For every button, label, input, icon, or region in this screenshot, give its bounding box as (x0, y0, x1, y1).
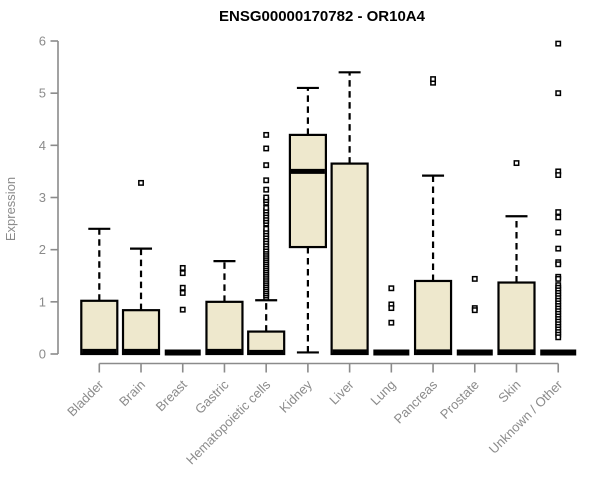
x-category-label-text: Kidney (276, 377, 315, 416)
y-axis: 0 1 2 3 4 5 6 (39, 34, 59, 362)
box-skin (497, 160, 536, 356)
y-axis-label: Expression (3, 177, 18, 241)
x-category-label: Gastric (192, 377, 232, 417)
box-gastric (205, 260, 244, 356)
x-category-label: Brain (116, 377, 148, 409)
y-tick-label: 3 (39, 190, 46, 205)
outlier-point (263, 162, 270, 169)
box-rect (288, 133, 327, 249)
outlier-point (263, 204, 270, 211)
x-category-label: Prostate (437, 377, 482, 422)
box-rect (80, 299, 119, 356)
box-rect (205, 300, 244, 356)
outlier-point (179, 284, 186, 291)
outlier-point (263, 145, 270, 152)
outlier-point (263, 131, 270, 138)
outlier-point (430, 76, 437, 83)
x-category-label-text: Gastric (192, 377, 232, 417)
outlier-point (555, 90, 562, 97)
x-category-label: Kidney (276, 377, 315, 416)
outlier-point (263, 177, 270, 184)
box-kidney (288, 86, 327, 354)
box-rect (330, 162, 369, 356)
outlier-point (263, 194, 270, 201)
x-category-label-text: Liver (326, 377, 357, 408)
x-category-label: Liver (326, 377, 357, 408)
x-category-label-text: Lung (367, 377, 398, 408)
outlier-point (263, 225, 270, 232)
outlier-point (179, 306, 186, 313)
outlier-point (179, 264, 186, 271)
y-tick-label: 1 (39, 294, 46, 309)
outlier-point (471, 275, 478, 282)
x-category-label: Lung (367, 377, 398, 408)
outlier-point (555, 40, 562, 47)
x-category-label: Bladder (64, 377, 107, 420)
outlier-point (138, 179, 144, 186)
outlier-point (555, 275, 562, 282)
chart-title: ENSG00000170782 - OR10A4 (219, 8, 426, 25)
outlier-point (555, 334, 562, 341)
x-category-label-text: Pancreas (391, 377, 441, 427)
box-bladder (80, 227, 119, 356)
outlier-point (555, 245, 562, 252)
outlier-point (555, 214, 562, 221)
outlier-point (555, 172, 562, 179)
x-category-label-text: Unknown / Other (486, 377, 566, 457)
outlier-point (388, 305, 395, 312)
box-hematopoietic-cells (247, 131, 286, 356)
box-prostate (456, 275, 493, 356)
outlier-point (179, 290, 186, 296)
outlier-point (513, 160, 520, 167)
box-rect (121, 309, 161, 356)
box-brain (121, 179, 161, 356)
box-rect (497, 281, 536, 356)
x-category-label-text: Brain (116, 377, 148, 409)
y-tick-label: 6 (39, 34, 46, 49)
box-breast (164, 264, 201, 356)
outlier-point (388, 319, 395, 326)
outlier-point (179, 270, 186, 277)
outlier-point (555, 229, 562, 236)
y-tick-label: 5 (39, 86, 46, 101)
outlier-point (555, 261, 562, 268)
x-category-label-text: Skin (495, 377, 523, 405)
outlier-point (555, 209, 562, 216)
outlier-point (471, 307, 478, 314)
y-tick-label: 4 (39, 138, 46, 153)
x-category-label: Unknown / Other (486, 377, 566, 457)
x-category-label: Breast (153, 377, 190, 414)
box-unknown-other (540, 40, 577, 356)
x-category-label-text: Prostate (437, 377, 482, 422)
y-tick-label: 2 (39, 242, 46, 257)
outlier-point (388, 285, 395, 292)
outlier-point (263, 186, 270, 193)
x-category-label: Skin (495, 377, 523, 405)
x-category-label: Pancreas (391, 377, 441, 427)
y-tick-label: 0 (39, 347, 46, 362)
box-pancreas (413, 76, 453, 356)
box-lung (373, 285, 410, 356)
x-category-label-text: Bladder (64, 377, 107, 420)
x-category-label-text: Breast (153, 377, 190, 414)
box-rect (413, 279, 453, 356)
box-liver (330, 71, 369, 356)
